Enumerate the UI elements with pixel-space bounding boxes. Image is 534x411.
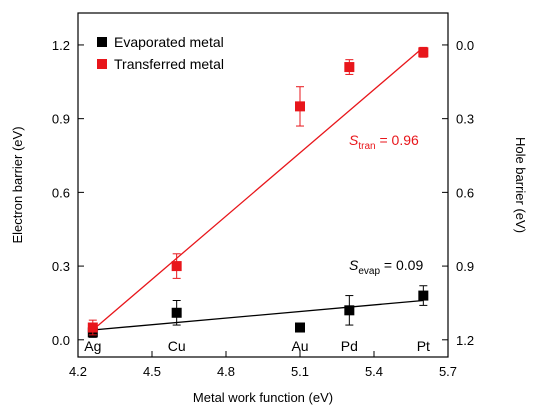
y-tick-label-0.3: 0.3 [52,259,70,274]
data-point-1-3 [344,62,355,73]
data-point-1-4 [418,47,429,58]
slope-annotation-transferred: Stran = 0.96 [349,132,419,152]
metal-label-au: Au [291,338,308,354]
metal-label-ag: Ag [84,338,101,354]
data-point-1-2 [295,101,305,112]
y-tick-label-0.6: 0.6 [52,185,70,200]
y2-tick-label-0.0: 0.0 [456,38,474,53]
y2-tick-label-1.2: 1.2 [456,333,474,348]
slope-subscript-evaporated: evap [358,266,380,277]
metal-label-cu: Cu [168,338,186,354]
legend: Evaporated metal Transferred metal [97,34,224,72]
data-point-0-2 [295,322,305,333]
y-tick-label-1.2: 1.2 [52,38,70,53]
slope-value-evaporated: = 0.09 [380,257,423,273]
fit-line-0 [92,299,424,331]
y2-tick-label-0.3: 0.3 [456,112,474,127]
x-axis-title: Metal work function (eV) [193,390,333,405]
slope-symbol-evaporated: S [349,257,359,273]
metal-labels: Ag Cu Au Pd Pt [84,338,430,354]
fit-line-1 [92,46,424,331]
data-point-1-1 [171,261,182,272]
axis-ticks: 4.2 4.5 4.8 5.1 5.4 5.7 0.0 0.3 0.6 0.9 1.2 0.0 0.3 0… [52,38,474,379]
data-point-1-0 [87,322,98,333]
legend-label-transferred: Transferred metal [114,56,224,72]
x-tick-label-5.1: 5.1 [291,364,309,379]
fit-lines [92,46,424,331]
y-axis-title: Electron barrier (eV) [10,126,25,243]
data-point-0-1 [171,307,182,318]
data-points [87,46,429,338]
y-tick-label-0.9: 0.9 [52,112,70,127]
slope-value-transferred: = 0.96 [376,132,419,148]
slope-symbol-transferred: S [349,132,359,148]
y2-tick-label-0.6: 0.6 [456,185,474,200]
slope-annotation-evaporated: Sevap = 0.09 [349,257,423,277]
data-point-0-3 [344,305,355,316]
slope-subscript-transferred: tran [358,141,375,152]
legend-swatch-transferred [97,59,107,69]
x-tick-label-4.2: 4.2 [69,364,87,379]
y2-axis-title: Hole barrier (eV) [513,137,528,233]
metal-label-pd: Pd [341,338,358,354]
x-tick-label-4.5: 4.5 [143,364,161,379]
data-point-0-4 [418,290,429,301]
x-tick-label-5.4: 5.4 [365,364,383,379]
y-tick-label-0.0: 0.0 [52,333,70,348]
y2-tick-label-0.9: 0.9 [456,259,474,274]
legend-swatch-evaporated [97,37,107,47]
metal-label-pt: Pt [417,338,430,354]
x-tick-label-5.7: 5.7 [439,364,457,379]
plot-frame [77,12,449,358]
legend-label-evaporated: Evaporated metal [114,34,224,50]
x-tick-label-4.8: 4.8 [217,364,235,379]
